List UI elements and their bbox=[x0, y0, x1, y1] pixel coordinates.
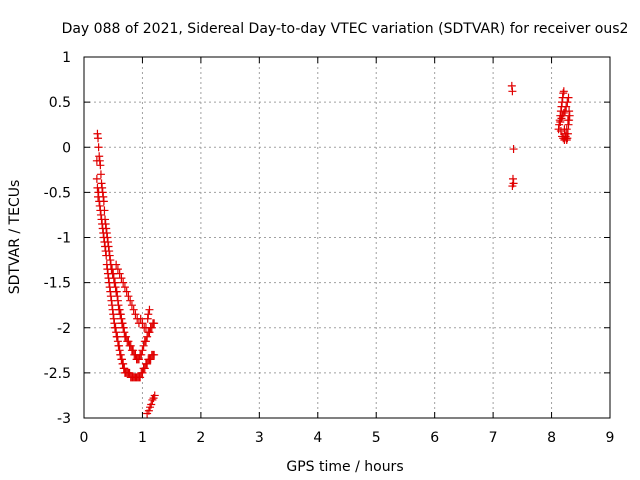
y-axis-label: SDTVAR / TECUs bbox=[7, 180, 23, 295]
data-point bbox=[150, 391, 159, 400]
data-point bbox=[117, 274, 126, 283]
data-point bbox=[561, 132, 570, 141]
data-point bbox=[559, 87, 568, 96]
x-tick-label: 8 bbox=[547, 430, 556, 446]
data-point bbox=[564, 93, 573, 102]
y-tick-label: -2 bbox=[57, 321, 71, 337]
x-axis-label: GPS time / hours bbox=[286, 459, 403, 475]
x-tick-label: 3 bbox=[255, 430, 264, 446]
data-point bbox=[145, 328, 154, 337]
data-point bbox=[562, 102, 571, 111]
chart-title: Day 088 of 2021, Sidereal Day-to-day VTE… bbox=[62, 21, 629, 37]
y-tick-label: 0.5 bbox=[49, 95, 71, 111]
data-point bbox=[129, 305, 138, 314]
plot-frame bbox=[83, 56, 611, 419]
data-point bbox=[146, 355, 155, 364]
data-points bbox=[92, 81, 574, 418]
data-point bbox=[124, 292, 133, 301]
y-tick-labels: 1 0.5 0 -0.5 -1 -1.5 -2 -2.5 -3 bbox=[44, 50, 71, 427]
data-point bbox=[113, 265, 122, 274]
x-tick-labels: 0 1 2 3 4 5 6 7 8 9 bbox=[80, 430, 615, 446]
data-point bbox=[147, 400, 156, 409]
data-point bbox=[137, 350, 146, 359]
data-point bbox=[509, 145, 518, 154]
data-point bbox=[96, 170, 105, 179]
data-point bbox=[563, 98, 572, 107]
data-point bbox=[143, 332, 152, 341]
data-point bbox=[141, 337, 150, 346]
data-point bbox=[508, 87, 517, 96]
data-point bbox=[134, 355, 143, 364]
data-point bbox=[562, 125, 571, 134]
data-point bbox=[140, 364, 149, 373]
data-point bbox=[129, 346, 138, 355]
data-point bbox=[138, 346, 147, 355]
y-tick-label: -3 bbox=[57, 411, 71, 427]
data-point bbox=[144, 406, 153, 415]
data-point bbox=[131, 310, 140, 319]
data-point bbox=[126, 341, 135, 350]
y-tick-label: -2.5 bbox=[44, 366, 71, 382]
grid bbox=[84, 57, 610, 418]
data-point bbox=[141, 323, 150, 332]
x-tick-label: 5 bbox=[372, 430, 381, 446]
data-point bbox=[119, 278, 128, 287]
data-point bbox=[122, 332, 131, 341]
data-point bbox=[559, 108, 568, 117]
data-point bbox=[150, 319, 159, 328]
data-point bbox=[560, 136, 569, 145]
x-tick-label: 4 bbox=[313, 430, 322, 446]
data-point bbox=[122, 287, 131, 296]
data-point bbox=[138, 319, 147, 328]
x-tick-label: 1 bbox=[138, 430, 147, 446]
data-point bbox=[148, 395, 157, 404]
data-point bbox=[136, 314, 145, 323]
data-point bbox=[565, 107, 574, 116]
data-point bbox=[115, 269, 124, 278]
data-point bbox=[556, 127, 565, 136]
data-point bbox=[127, 301, 136, 310]
data-point bbox=[508, 182, 517, 191]
y-tick-label: -0.5 bbox=[44, 185, 71, 201]
data-point bbox=[139, 341, 148, 350]
y-tick-label: -1.5 bbox=[44, 276, 71, 292]
y-tick-label: 0 bbox=[62, 140, 71, 156]
x-tick-label: 6 bbox=[430, 430, 439, 446]
data-point bbox=[92, 174, 101, 183]
data-point bbox=[94, 134, 103, 143]
data-point bbox=[144, 310, 153, 319]
axis-ticks bbox=[83, 56, 611, 419]
y-tick-label: -1 bbox=[57, 231, 71, 247]
x-tick-label: 7 bbox=[489, 430, 498, 446]
x-tick-label: 9 bbox=[606, 430, 615, 446]
data-point bbox=[94, 143, 103, 152]
data-point bbox=[125, 368, 134, 377]
data-point bbox=[99, 197, 108, 206]
data-point bbox=[120, 283, 129, 292]
data-point bbox=[100, 206, 109, 215]
data-point bbox=[150, 350, 159, 359]
data-point bbox=[145, 305, 154, 314]
data-point bbox=[556, 117, 565, 126]
data-point bbox=[112, 260, 121, 269]
data-point bbox=[136, 373, 145, 382]
x-tick-label: 0 bbox=[80, 430, 89, 446]
data-point bbox=[124, 337, 133, 346]
data-point bbox=[138, 368, 147, 377]
data-point bbox=[126, 296, 135, 305]
x-tick-label: 2 bbox=[196, 430, 205, 446]
y-tick-label: 1 bbox=[62, 50, 71, 66]
data-point bbox=[563, 116, 572, 125]
data-point bbox=[143, 359, 152, 368]
data-point bbox=[96, 161, 105, 170]
